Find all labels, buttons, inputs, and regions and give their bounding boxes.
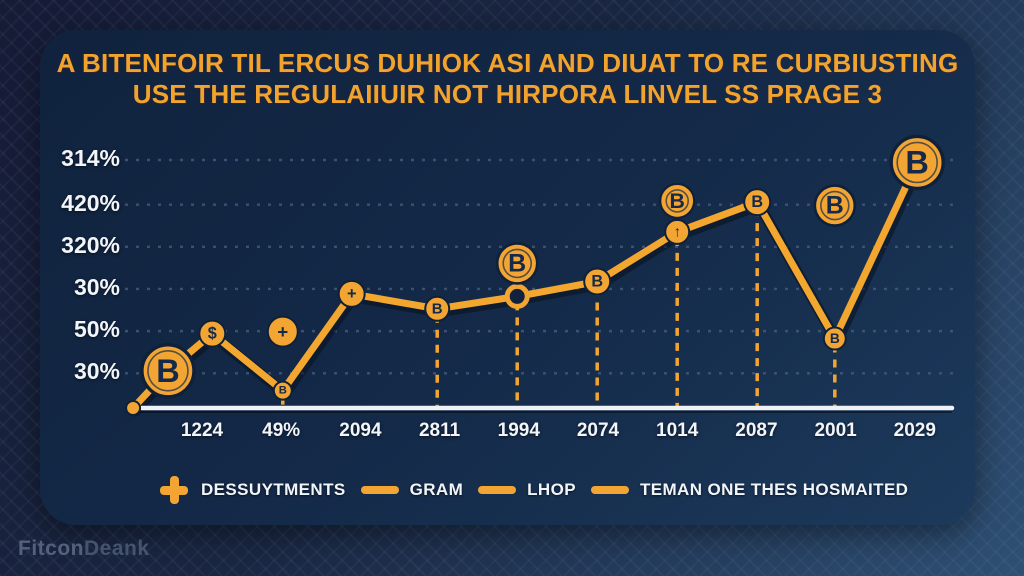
coin-glyph: + — [277, 321, 288, 342]
chart-title-line1: A BITENFOIR TIL ERCUS DUHIOK ASI AND DIU… — [56, 48, 959, 78]
y-axis-label: 30% — [73, 358, 120, 385]
x-axis-label: 2001 — [814, 420, 857, 441]
x-axis-label: 1224 — [180, 420, 224, 441]
chart-title: A BITENFOIR TIL ERCUS DUHIOK ASI AND DIU… — [40, 48, 975, 110]
y-axis-label: 420% — [61, 189, 120, 216]
coin-glyph: ↑ — [673, 223, 681, 240]
line-chart: B $ B + B B ↑ B B B + B B B — [125, 134, 955, 417]
bitcoin-coin-icon — [125, 400, 142, 416]
bitcoin-coin-icon — [424, 295, 451, 322]
bitcoin-coin-icon — [272, 380, 293, 401]
legend-label: LHOP — [527, 480, 576, 499]
brand-name-light: Deank — [84, 537, 150, 560]
x-axis-label: 1014 — [656, 420, 699, 441]
trend-line-shadow — [129, 159, 925, 417]
coin-glyph: B — [751, 193, 763, 211]
legend-item: DESSUYTMENTS — [158, 474, 346, 506]
bitcoin-coin-icon — [337, 279, 366, 308]
legend-label: GRAM — [409, 480, 464, 499]
bitcoin-coin-icon — [140, 343, 196, 399]
coin-glyph: B — [156, 353, 179, 389]
plus-icon — [158, 474, 190, 506]
legend-item: TEMAN ONE THES HOSMAITED — [590, 480, 909, 500]
x-axis-label: 2094 — [339, 420, 382, 441]
y-axis-label: 30% — [73, 273, 120, 300]
bitcoin-coin-icon — [504, 283, 530, 309]
line-dash-icon — [590, 486, 629, 494]
bitcoin-coin-icon — [889, 134, 945, 191]
coin-glyph: B — [830, 331, 840, 346]
legend: DESSUYTMENTS GRAM LHOP TEMAN ONE THES HOSMA… — [158, 472, 908, 508]
coin-inner-ring — [502, 248, 533, 279]
x-axis-label: 1994 — [497, 420, 540, 441]
coin-glyph: B — [279, 385, 287, 397]
coin-glyph: B — [591, 273, 603, 291]
x-axis-label: 2029 — [893, 420, 936, 441]
coin-inner-ring — [820, 190, 850, 221]
x-axis-label: 2811 — [418, 420, 461, 441]
line-dash-icon — [360, 486, 399, 494]
bitcoin-coin-icon — [822, 326, 847, 351]
coin-glyph: B — [670, 189, 685, 213]
coin-glyph: B — [432, 300, 443, 317]
y-axis-label: 314% — [61, 145, 120, 171]
y-axis-label: 50% — [73, 316, 120, 343]
bitcoin-coin-icon — [583, 267, 612, 296]
coin-glyph: B — [508, 249, 526, 277]
coin-glyph: + — [347, 285, 357, 303]
legend-item: LHOP — [478, 480, 576, 500]
legend-label: TEMAN ONE THES HOSMAITED — [639, 480, 909, 499]
coin-glyph: $ — [208, 325, 217, 343]
x-axis-label: 2074 — [576, 420, 620, 441]
bitcoin-coin-icon — [266, 315, 299, 348]
coin-inner-ring — [147, 349, 189, 392]
x-axis-label: 49% — [262, 420, 301, 441]
legend-item: GRAM — [360, 480, 464, 500]
legend-label: DESSUYTMENTS — [201, 480, 346, 499]
coin-inner-ring — [665, 189, 690, 213]
y-axis-label: 320% — [61, 231, 120, 258]
chart-title-line2: USE THE REGULAIIUIR NOT HIRPORA LINVEL S… — [132, 79, 883, 109]
chart-card: A BITENFOIR TIL ERCUS DUHIOK ASI AND DIU… — [40, 30, 975, 525]
brand-footer: FitconDeank — [18, 537, 150, 561]
brand-name-bold: Fitcon — [18, 537, 84, 560]
line-dash-icon — [478, 486, 517, 494]
bitcoin-coin-icon — [659, 182, 696, 220]
coin-glyph: B — [905, 144, 928, 180]
x-axis-label: 2087 — [735, 420, 778, 441]
bitcoin-coin-icon — [743, 188, 772, 217]
coin-glyph: B — [826, 192, 844, 220]
bitcoin-coin-icon — [664, 218, 691, 245]
bitcoin-coin-icon — [198, 319, 227, 348]
coin-inner-ring — [896, 141, 938, 184]
